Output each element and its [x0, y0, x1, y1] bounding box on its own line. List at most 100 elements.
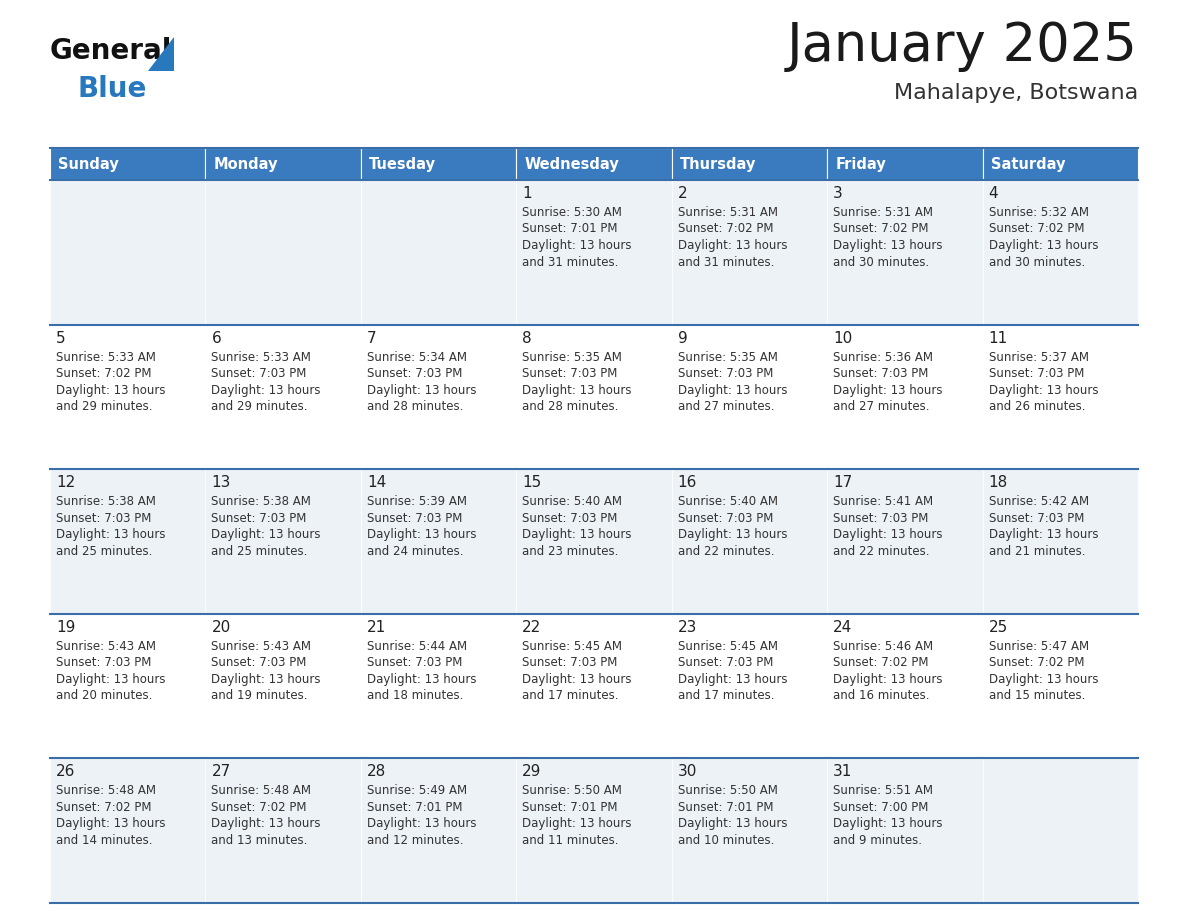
Text: Sunset: 7:03 PM: Sunset: 7:03 PM	[988, 511, 1083, 525]
FancyBboxPatch shape	[827, 325, 982, 469]
Text: Sunset: 7:01 PM: Sunset: 7:01 PM	[677, 800, 773, 814]
Text: 4: 4	[988, 186, 998, 201]
Text: Sunrise: 5:50 AM: Sunrise: 5:50 AM	[523, 784, 623, 798]
Text: Sunset: 7:03 PM: Sunset: 7:03 PM	[677, 367, 773, 380]
Text: Sunrise: 5:35 AM: Sunrise: 5:35 AM	[677, 351, 778, 364]
Text: and 17 minutes.: and 17 minutes.	[677, 689, 775, 702]
Text: 18: 18	[988, 476, 1007, 490]
FancyBboxPatch shape	[517, 614, 671, 758]
Text: Monday: Monday	[214, 156, 278, 172]
Text: 7: 7	[367, 330, 377, 345]
Text: and 30 minutes.: and 30 minutes.	[833, 255, 929, 268]
FancyBboxPatch shape	[206, 469, 361, 614]
Text: Daylight: 13 hours: Daylight: 13 hours	[833, 384, 942, 397]
Polygon shape	[148, 37, 173, 71]
Text: Sunrise: 5:51 AM: Sunrise: 5:51 AM	[833, 784, 933, 798]
Text: Sunrise: 5:45 AM: Sunrise: 5:45 AM	[677, 640, 778, 653]
Text: and 31 minutes.: and 31 minutes.	[523, 255, 619, 268]
Text: 30: 30	[677, 765, 697, 779]
Text: and 12 minutes.: and 12 minutes.	[367, 834, 463, 847]
Text: Sunrise: 5:37 AM: Sunrise: 5:37 AM	[988, 351, 1088, 364]
Text: and 29 minutes.: and 29 minutes.	[56, 400, 152, 413]
Text: Daylight: 13 hours: Daylight: 13 hours	[833, 528, 942, 542]
Text: Sunrise: 5:40 AM: Sunrise: 5:40 AM	[677, 495, 778, 509]
Text: 12: 12	[56, 476, 75, 490]
Text: 28: 28	[367, 765, 386, 779]
Text: Sunset: 7:02 PM: Sunset: 7:02 PM	[677, 222, 773, 236]
FancyBboxPatch shape	[827, 148, 982, 180]
Text: Sunset: 7:03 PM: Sunset: 7:03 PM	[523, 656, 618, 669]
Text: Daylight: 13 hours: Daylight: 13 hours	[56, 384, 165, 397]
FancyBboxPatch shape	[361, 758, 517, 903]
Text: and 22 minutes.: and 22 minutes.	[677, 544, 775, 558]
Text: and 30 minutes.: and 30 minutes.	[988, 255, 1085, 268]
Text: 2: 2	[677, 186, 688, 201]
Text: and 29 minutes.: and 29 minutes.	[211, 400, 308, 413]
Text: Sunrise: 5:34 AM: Sunrise: 5:34 AM	[367, 351, 467, 364]
Text: Sunset: 7:03 PM: Sunset: 7:03 PM	[988, 367, 1083, 380]
Text: 15: 15	[523, 476, 542, 490]
Text: Sunset: 7:01 PM: Sunset: 7:01 PM	[523, 800, 618, 814]
Text: 11: 11	[988, 330, 1007, 345]
Text: Daylight: 13 hours: Daylight: 13 hours	[367, 817, 476, 831]
Text: Sunset: 7:02 PM: Sunset: 7:02 PM	[833, 656, 929, 669]
Text: Sunset: 7:03 PM: Sunset: 7:03 PM	[833, 367, 929, 380]
Text: Daylight: 13 hours: Daylight: 13 hours	[988, 528, 1098, 542]
Text: and 24 minutes.: and 24 minutes.	[367, 544, 463, 558]
FancyBboxPatch shape	[50, 148, 206, 180]
Text: Sunset: 7:03 PM: Sunset: 7:03 PM	[367, 511, 462, 525]
FancyBboxPatch shape	[517, 148, 671, 180]
FancyBboxPatch shape	[50, 758, 206, 903]
Text: 26: 26	[56, 765, 75, 779]
Text: and 31 minutes.: and 31 minutes.	[677, 255, 775, 268]
FancyBboxPatch shape	[671, 614, 827, 758]
Text: Daylight: 13 hours: Daylight: 13 hours	[367, 673, 476, 686]
Text: Daylight: 13 hours: Daylight: 13 hours	[56, 528, 165, 542]
Text: Sunrise: 5:33 AM: Sunrise: 5:33 AM	[211, 351, 311, 364]
Text: Sunrise: 5:33 AM: Sunrise: 5:33 AM	[56, 351, 156, 364]
Text: and 9 minutes.: and 9 minutes.	[833, 834, 922, 847]
Text: Daylight: 13 hours: Daylight: 13 hours	[677, 384, 788, 397]
Text: 25: 25	[988, 620, 1007, 635]
Text: Sunday: Sunday	[58, 156, 119, 172]
FancyBboxPatch shape	[827, 614, 982, 758]
Text: and 20 minutes.: and 20 minutes.	[56, 689, 152, 702]
Text: Daylight: 13 hours: Daylight: 13 hours	[211, 384, 321, 397]
Text: Sunset: 7:03 PM: Sunset: 7:03 PM	[211, 656, 307, 669]
FancyBboxPatch shape	[206, 180, 361, 325]
Text: Sunrise: 5:48 AM: Sunrise: 5:48 AM	[56, 784, 156, 798]
Text: and 21 minutes.: and 21 minutes.	[988, 544, 1085, 558]
FancyBboxPatch shape	[982, 758, 1138, 903]
Text: Daylight: 13 hours: Daylight: 13 hours	[833, 673, 942, 686]
Text: Sunrise: 5:49 AM: Sunrise: 5:49 AM	[367, 784, 467, 798]
Text: Daylight: 13 hours: Daylight: 13 hours	[56, 673, 165, 686]
Text: 29: 29	[523, 765, 542, 779]
Text: Daylight: 13 hours: Daylight: 13 hours	[56, 817, 165, 831]
FancyBboxPatch shape	[361, 614, 517, 758]
Text: and 17 minutes.: and 17 minutes.	[523, 689, 619, 702]
Text: Sunset: 7:01 PM: Sunset: 7:01 PM	[523, 222, 618, 236]
Text: Sunset: 7:03 PM: Sunset: 7:03 PM	[56, 656, 151, 669]
Text: and 23 minutes.: and 23 minutes.	[523, 544, 619, 558]
Text: Sunrise: 5:31 AM: Sunrise: 5:31 AM	[677, 206, 778, 219]
Text: 6: 6	[211, 330, 221, 345]
Text: and 14 minutes.: and 14 minutes.	[56, 834, 152, 847]
Text: Sunrise: 5:42 AM: Sunrise: 5:42 AM	[988, 495, 1088, 509]
Text: Daylight: 13 hours: Daylight: 13 hours	[988, 673, 1098, 686]
Text: 22: 22	[523, 620, 542, 635]
Text: Daylight: 13 hours: Daylight: 13 hours	[523, 384, 632, 397]
Text: Daylight: 13 hours: Daylight: 13 hours	[677, 528, 788, 542]
Text: Mahalapye, Botswana: Mahalapye, Botswana	[893, 83, 1138, 103]
FancyBboxPatch shape	[671, 148, 827, 180]
FancyBboxPatch shape	[671, 180, 827, 325]
Text: Daylight: 13 hours: Daylight: 13 hours	[523, 673, 632, 686]
Text: Sunrise: 5:30 AM: Sunrise: 5:30 AM	[523, 206, 623, 219]
FancyBboxPatch shape	[982, 180, 1138, 325]
Text: Sunset: 7:03 PM: Sunset: 7:03 PM	[677, 511, 773, 525]
Text: Sunrise: 5:38 AM: Sunrise: 5:38 AM	[56, 495, 156, 509]
Text: 21: 21	[367, 620, 386, 635]
Text: and 28 minutes.: and 28 minutes.	[523, 400, 619, 413]
Text: Sunrise: 5:41 AM: Sunrise: 5:41 AM	[833, 495, 934, 509]
FancyBboxPatch shape	[50, 325, 206, 469]
Text: and 19 minutes.: and 19 minutes.	[211, 689, 308, 702]
